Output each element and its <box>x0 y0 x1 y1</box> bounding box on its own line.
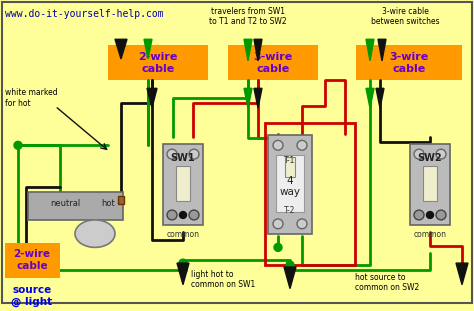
Circle shape <box>286 261 294 269</box>
Polygon shape <box>177 263 189 285</box>
Text: common: common <box>413 230 447 239</box>
Bar <box>228 45 318 81</box>
Polygon shape <box>284 267 296 289</box>
Circle shape <box>189 149 199 159</box>
Polygon shape <box>144 39 152 59</box>
Circle shape <box>180 211 186 218</box>
Text: hot source to
common on SW2: hot source to common on SW2 <box>355 273 419 292</box>
Polygon shape <box>366 39 374 61</box>
Circle shape <box>436 210 446 220</box>
Text: www.do-it-yourself-help.com: www.do-it-yourself-help.com <box>5 9 164 19</box>
Text: source
@ light: source @ light <box>11 285 53 307</box>
Circle shape <box>414 210 424 220</box>
Circle shape <box>189 210 199 220</box>
Bar <box>28 193 123 220</box>
Circle shape <box>427 211 434 218</box>
Text: hot: hot <box>101 199 115 208</box>
Bar <box>356 45 462 81</box>
Polygon shape <box>456 263 468 285</box>
Circle shape <box>274 244 282 251</box>
Text: 2-wire
cable: 2-wire cable <box>13 249 51 271</box>
Polygon shape <box>147 88 157 108</box>
Text: SW1: SW1 <box>171 153 195 163</box>
Bar <box>118 196 124 204</box>
Bar <box>108 45 208 81</box>
Text: 3-wire
cable: 3-wire cable <box>389 52 428 74</box>
Circle shape <box>14 142 22 149</box>
Polygon shape <box>376 88 384 108</box>
Text: travelers from SW1
to T1 and T2 to SW2: travelers from SW1 to T1 and T2 to SW2 <box>209 7 287 26</box>
Bar <box>285 157 295 177</box>
Circle shape <box>167 210 177 220</box>
Text: white marked
for hot: white marked for hot <box>5 88 58 108</box>
Circle shape <box>297 140 307 150</box>
Polygon shape <box>366 88 374 108</box>
Bar <box>5 244 60 278</box>
Polygon shape <box>254 88 262 108</box>
Text: light hot to
common on SW1: light hot to common on SW1 <box>191 270 255 289</box>
Bar <box>265 123 355 265</box>
Text: common: common <box>166 230 200 239</box>
Bar <box>268 136 312 234</box>
Circle shape <box>414 149 424 159</box>
Polygon shape <box>254 39 262 61</box>
Text: SW2: SW2 <box>418 153 442 163</box>
Bar <box>423 166 437 201</box>
Text: 2-wire
cable: 2-wire cable <box>138 52 178 74</box>
Text: 3-wire cable
between switches: 3-wire cable between switches <box>371 7 439 26</box>
Text: T-1: T-1 <box>284 156 296 165</box>
Text: neutral: neutral <box>50 199 80 208</box>
Circle shape <box>167 149 177 159</box>
Bar <box>163 144 203 225</box>
Text: 3-wire
cable: 3-wire cable <box>254 52 292 74</box>
Bar <box>176 166 190 201</box>
Text: 4
way: 4 way <box>280 176 301 197</box>
Polygon shape <box>378 39 386 61</box>
Circle shape <box>297 219 307 229</box>
Circle shape <box>273 219 283 229</box>
Polygon shape <box>244 39 252 61</box>
Circle shape <box>273 140 283 150</box>
Text: T-2: T-2 <box>284 206 296 215</box>
Polygon shape <box>244 88 252 108</box>
Ellipse shape <box>75 220 115 247</box>
Polygon shape <box>115 39 127 59</box>
Bar <box>410 144 450 225</box>
Circle shape <box>179 259 187 267</box>
Circle shape <box>436 149 446 159</box>
Circle shape <box>179 266 187 274</box>
Bar <box>276 155 304 212</box>
